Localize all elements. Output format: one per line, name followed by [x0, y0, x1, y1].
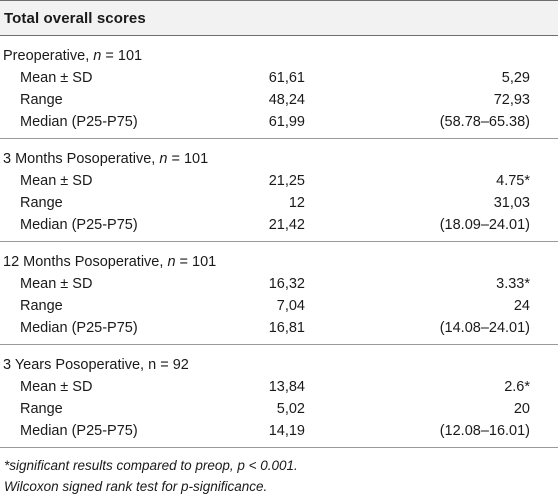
row-label: Mean ± SD [20, 276, 93, 292]
table-title: Total overall scores [4, 9, 146, 27]
row-label: Range [20, 298, 63, 314]
row-value-2: 72,93 [493, 92, 530, 108]
row-label: Range [20, 92, 63, 108]
row-value-2: 31,03 [493, 195, 530, 211]
table-row: Mean ± SD 13,84 2.6* [0, 376, 558, 398]
row-value-1: 13,84 [268, 379, 305, 395]
row-value-1: 12 [288, 195, 305, 211]
group-title: 12 Months Posoperative, n = 101 [0, 252, 558, 273]
table-row: Mean ± SD 16,32 3.33* [0, 273, 558, 295]
table-header: Total overall scores [0, 0, 558, 36]
row-label: Mean ± SD [20, 173, 93, 189]
table-row: Median (P25-P75) 21,42 (18.09–24.01) [0, 214, 558, 236]
group-title-prefix: 12 Months Posoperative, [3, 254, 168, 270]
row-label: Mean ± SD [20, 379, 93, 395]
group-title-prefix: 3 Years Posoperative, n = 92 [3, 357, 189, 373]
row-value-2: (14.08–24.01) [439, 320, 530, 336]
row-label: Mean ± SD [20, 70, 93, 86]
group-title-prefix: 3 Months Posoperative, [3, 151, 160, 167]
table-row: Median (P25-P75) 16,81 (14.08–24.01) [0, 317, 558, 339]
group-title-n: n [93, 48, 102, 64]
row-value-2: 2.6* [504, 379, 530, 395]
row-label: Range [20, 401, 63, 417]
row-value-2: 5,29 [501, 70, 530, 86]
row-label: Median (P25-P75) [20, 423, 138, 439]
row-value-2: 24 [513, 298, 530, 314]
row-value-1: 16,81 [268, 320, 305, 336]
row-value-2: 20 [513, 401, 530, 417]
footnote-significance: *significant results compared to preop, … [4, 458, 298, 473]
group-preoperative: Preoperative, n = 101 Mean ± SD 61,61 5,… [0, 36, 558, 139]
row-value-2: 3.33* [496, 276, 530, 292]
table-row: Median (P25-P75) 61,99 (58.78–65.38) [0, 111, 558, 133]
row-label: Median (P25-P75) [20, 114, 138, 130]
table-row: Range 7,04 24 [0, 295, 558, 317]
group-3-months: 3 Months Posoperative, n = 101 Mean ± SD… [0, 139, 558, 242]
footnote-test: Wilcoxon signed rank test for p-signific… [4, 479, 268, 494]
group-title-n: n [159, 151, 168, 167]
row-label: Range [20, 195, 63, 211]
table-footnotes: *significant results compared to preop, … [0, 448, 558, 497]
group-12-months: 12 Months Posoperative, n = 101 Mean ± S… [0, 242, 558, 345]
row-value-1: 7,04 [276, 298, 305, 314]
row-value-2: (12.08–16.01) [439, 423, 530, 439]
row-value-1: 16,32 [268, 276, 305, 292]
group-title: 3 Months Posoperative, n = 101 [0, 149, 558, 170]
table-row: Median (P25-P75) 14,19 (12.08–16.01) [0, 420, 558, 442]
table-row: Range 48,24 72,93 [0, 89, 558, 111]
group-title-suffix: = 101 [175, 254, 217, 270]
group-title-suffix: = 101 [167, 151, 209, 167]
row-label: Median (P25-P75) [20, 217, 138, 233]
row-value-1: 61,99 [268, 114, 305, 130]
table-row: Mean ± SD 21,25 4.75* [0, 170, 558, 192]
table-row: Range 5,02 20 [0, 398, 558, 420]
table-row: Range 12 31,03 [0, 192, 558, 214]
row-value-2: (18.09–24.01) [439, 217, 530, 233]
group-3-years: 3 Years Posoperative, n = 92 Mean ± SD 1… [0, 345, 558, 448]
group-title: Preoperative, n = 101 [0, 46, 558, 67]
row-value-1: 21,25 [268, 173, 305, 189]
row-value-2: (58.78–65.38) [439, 114, 530, 130]
row-value-1: 61,61 [268, 70, 305, 86]
row-value-1: 21,42 [268, 217, 305, 233]
row-value-1: 48,24 [268, 92, 305, 108]
row-value-2: 4.75* [496, 173, 530, 189]
row-value-1: 14,19 [268, 423, 305, 439]
group-title-n: n [167, 254, 176, 270]
group-title-prefix: Preoperative, [3, 48, 94, 64]
group-title-suffix: = 101 [101, 48, 143, 64]
row-label: Median (P25-P75) [20, 320, 138, 336]
group-title: 3 Years Posoperative, n = 92 [0, 355, 558, 376]
row-value-1: 5,02 [276, 401, 305, 417]
table-row: Mean ± SD 61,61 5,29 [0, 67, 558, 89]
